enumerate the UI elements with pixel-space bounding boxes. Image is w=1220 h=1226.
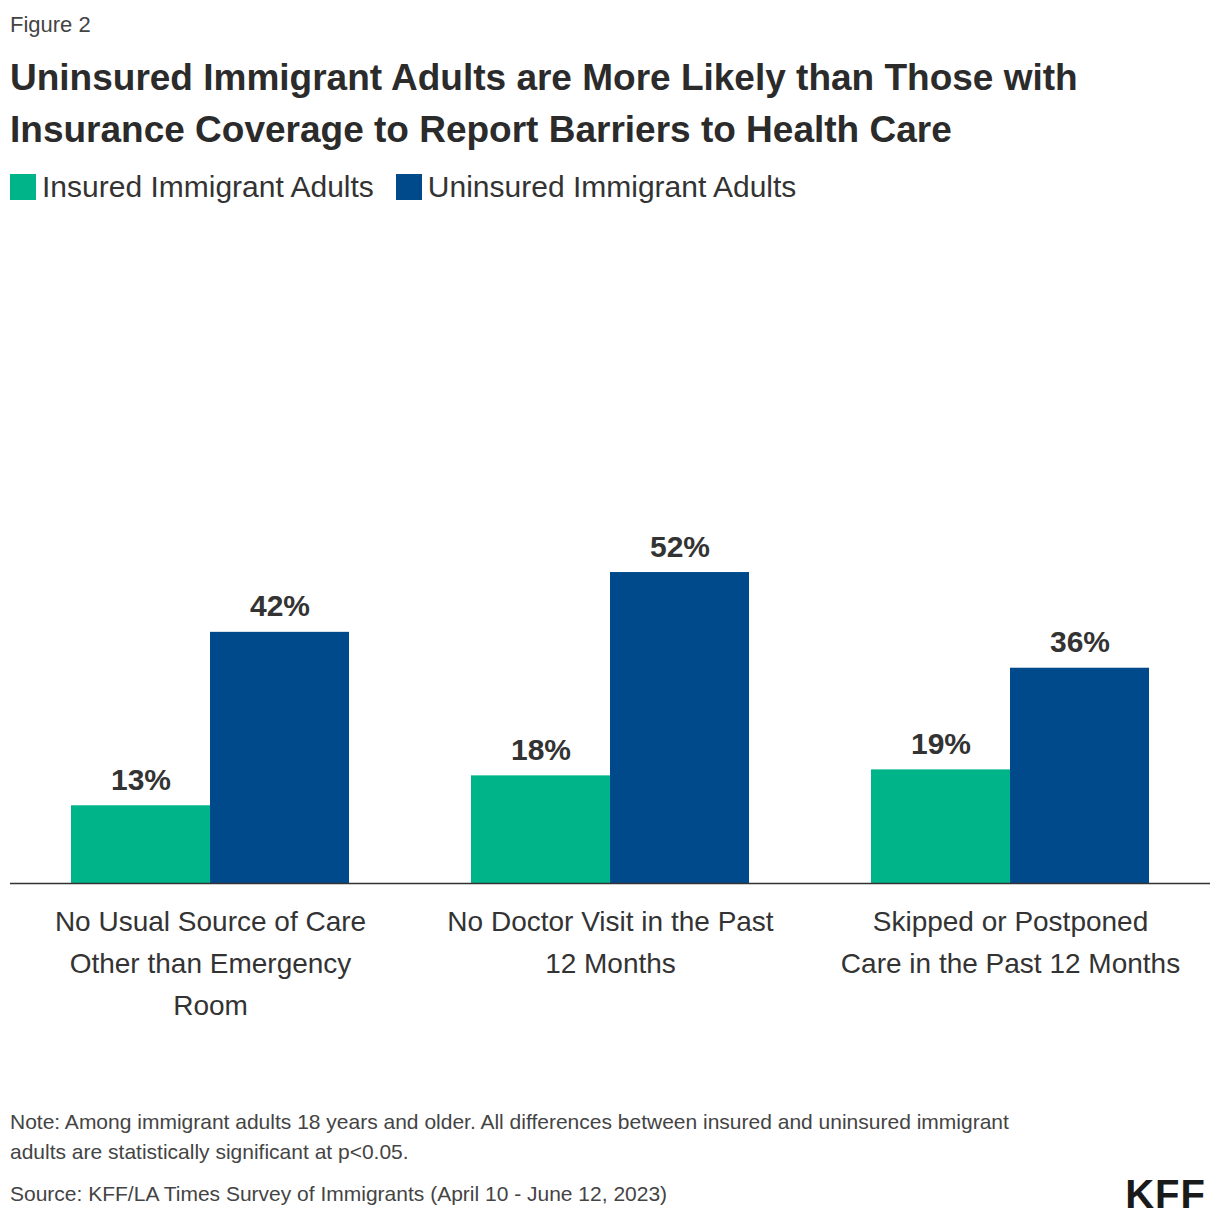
html-text:Uninsured Immigrant Adults are: Uninsured Immigrant Adults are More Like… (10, 57, 1078, 150)
svg-text:No Doctor Visit in the Past12: No Doctor Visit in the Past12 Months (447, 906, 774, 979)
html-text:Uninsured Immigrant Adults: Uninsured Immigrant Adults (427, 170, 797, 203)
html-text:Note: Among immigrant adults 1: Note: Among immigrant adults 18 years an… (10, 1110, 1009, 1163)
svg-text:42%: 42% (250, 589, 310, 622)
svg-text:Skipped or PostponedCare in th: Skipped or PostponedCare in the Past 12 … (841, 906, 1180, 979)
html-text:KFF: KFF (1125, 1172, 1206, 1216)
svg-text:36%: 36% (1050, 625, 1110, 658)
svg-text:18%: 18% (511, 733, 571, 766)
svg-text:52%: 52% (650, 530, 710, 563)
html-text:Source: KFF/LA Times Survey of: Source: KFF/LA Times Survey of Immigrant… (10, 1182, 668, 1205)
svg-text:No Usual Source of CareOther t: No Usual Source of CareOther than Emerge… (55, 906, 366, 1021)
svg-text:13%: 13% (111, 763, 171, 796)
svg-text:19%: 19% (911, 727, 971, 760)
html-text:Figure 2: Figure 2 (10, 12, 91, 37)
html-text:Insured Immigrant Adults: Insured Immigrant Adults (42, 170, 374, 203)
